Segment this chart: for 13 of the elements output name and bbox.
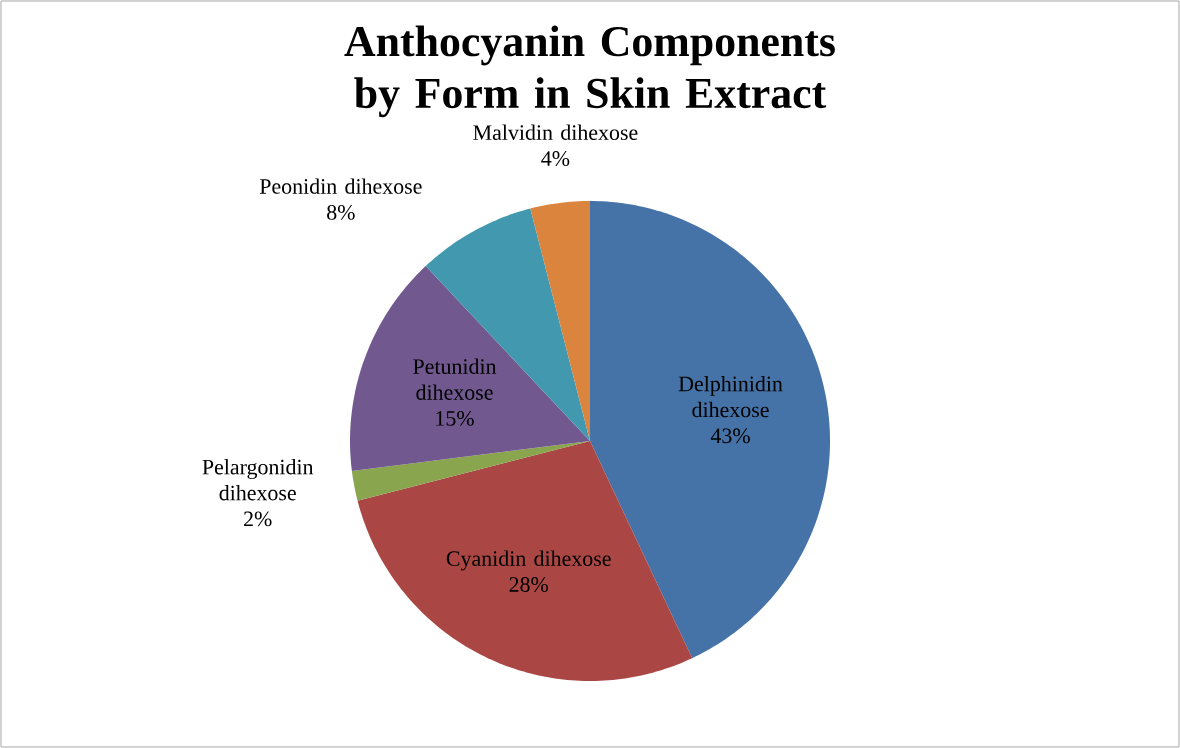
slice-label: Peonidin dihexose (259, 178, 422, 194)
data-label: 43% (710, 428, 750, 444)
slice-label: Cyanidin dihexose (446, 550, 611, 571)
data-label: 28% (509, 577, 549, 592)
chart-title: Anthocyanin Components by Form in Skin Extract (344, 25, 835, 118)
data-label: 15% (436, 410, 474, 426)
slice-label: Malvidin dihexose (473, 124, 638, 140)
slice-label: Delphinidin dihexose (678, 375, 783, 418)
data-label: 4% (541, 151, 570, 166)
slice-label: Pelargonidin dihexose (202, 459, 314, 501)
data-label: 8% (327, 204, 355, 220)
slice-label: Petunidin dihexose (413, 358, 497, 400)
data-label: 2% (244, 511, 272, 527)
